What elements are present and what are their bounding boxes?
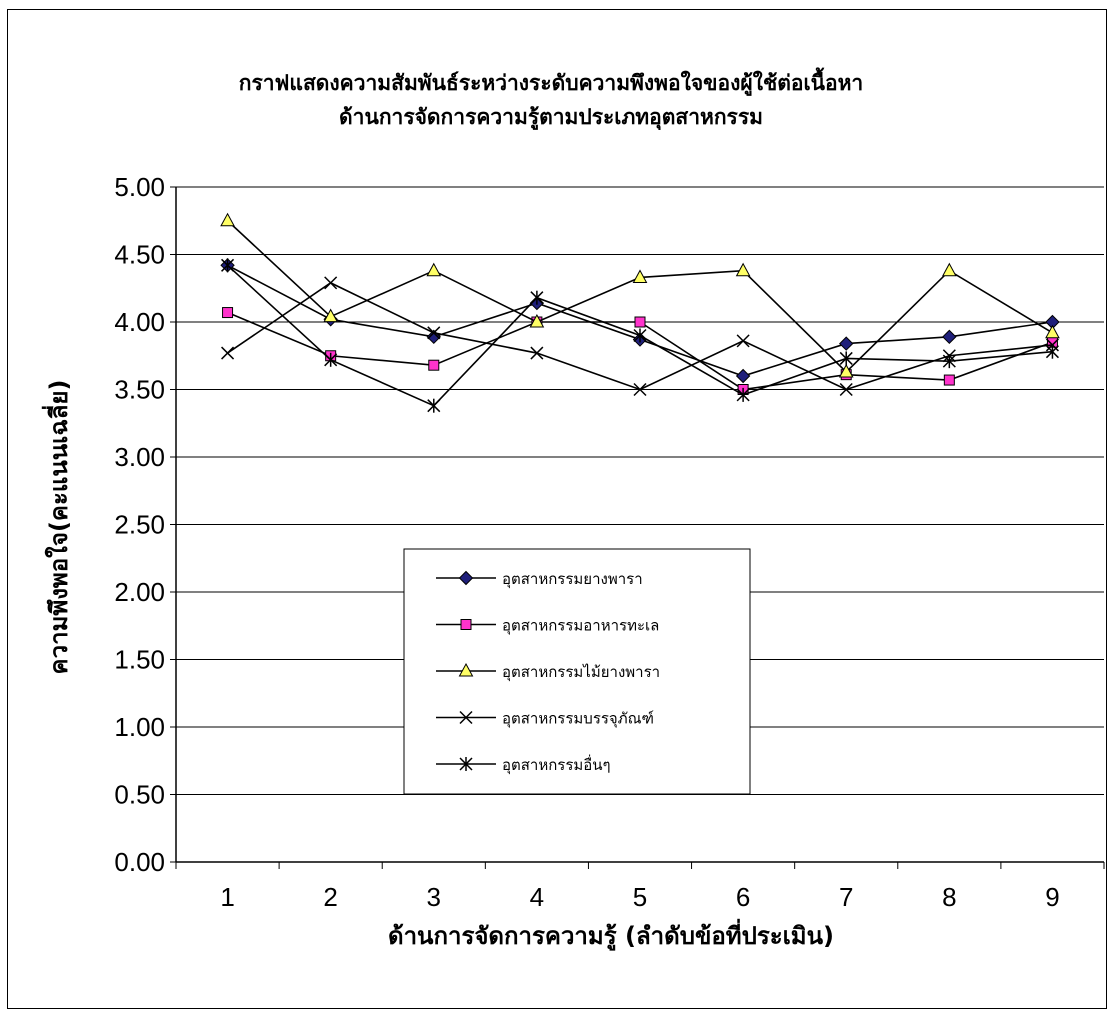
series-group	[220, 212, 1060, 413]
legend-label: อุตสาหกรรมอื่นๆ	[502, 754, 611, 775]
legend-label: อุตสาหกรรมอาหารทะเล	[502, 617, 659, 636]
y-tick-label: 2.00	[114, 577, 165, 607]
x-marker	[839, 382, 853, 397]
x-marker	[427, 326, 441, 340]
diamond-marker	[839, 336, 854, 351]
x-marker	[324, 276, 338, 290]
x-tick-label: 6	[736, 882, 750, 912]
x-marker	[530, 346, 544, 360]
triangle-marker	[426, 262, 442, 277]
square-marker	[428, 359, 440, 371]
y-tick-label: 3.50	[114, 375, 165, 405]
star-marker	[1045, 344, 1059, 359]
square-marker	[943, 374, 955, 386]
star-marker	[459, 757, 473, 771]
triangle-marker	[838, 363, 854, 378]
x-tick-label: 1	[220, 882, 234, 912]
x-tick-label: 5	[633, 882, 647, 912]
x-marker	[633, 382, 647, 397]
square-marker	[634, 316, 646, 328]
axes: 0.00 0.50 1.00 1.50 2.00 2.50 3.00 3.50 4.00 4.50…	[114, 172, 1105, 912]
legend-item: อุตสาหกรรมบรรจุภัณฑ์	[436, 710, 654, 729]
star-marker	[530, 290, 544, 305]
y-tick-label: 0.50	[114, 780, 165, 810]
x-tick-label: 8	[942, 882, 956, 912]
triangle-marker	[529, 313, 545, 328]
x-marker	[459, 710, 473, 725]
x-tick-label: 9	[1045, 882, 1059, 912]
y-axis-label: ความพึงพอใจ(คะแนนเฉลี่ย)	[41, 380, 73, 675]
legend-label: อุตสาหกรรมยางพารา	[502, 570, 643, 589]
legend: อุตสาหกรรมยางพาราอุตสาหกรรมอาหารทะเลอุตส…	[403, 548, 751, 795]
chart-frame	[7, 9, 1107, 1009]
triangle-marker	[941, 262, 957, 277]
x-axis-label: ด้านการจัดการความรู้ (ลำดับข้อที่ประเมิน…	[388, 918, 834, 951]
diamond-marker	[458, 570, 474, 586]
series	[222, 307, 1058, 395]
legend-item: อุตสาหกรรมไม้ยางพารา	[436, 662, 660, 682]
y-tick-label: 1.50	[114, 645, 165, 675]
series	[221, 276, 1059, 397]
series	[220, 212, 1060, 378]
y-tick-label: 5.00	[114, 172, 165, 202]
triangle-marker	[458, 662, 474, 677]
x-tick-label: 2	[323, 882, 337, 912]
square-marker	[222, 307, 234, 319]
x-tick-label: 3	[427, 882, 441, 912]
legend-item: อุตสาหกรรมอื่นๆ	[436, 754, 611, 775]
triangle-marker	[220, 212, 235, 227]
chart-title: กราฟแสดงความสัมพันธ์ระหว่างระดับความพึงพ…	[239, 67, 863, 97]
x-marker	[736, 334, 750, 348]
y-tick-label: 2.50	[114, 510, 165, 540]
star-marker	[942, 354, 956, 369]
triangle-marker	[735, 262, 751, 277]
star-marker	[427, 398, 441, 413]
legend-item: อุตสาหกรรมอาหารทะเล	[436, 617, 659, 636]
legend-label: อุตสาหกรรมบรรจุภัณฑ์	[502, 710, 654, 729]
x-tick-label: 4	[530, 882, 544, 912]
star-marker	[736, 387, 750, 402]
x-tick-label: 7	[839, 882, 853, 912]
series	[221, 258, 1059, 413]
gridlines	[176, 186, 1104, 795]
y-tick-label: 4.50	[114, 240, 165, 270]
chart-subtitle: ด้านการจัดการความรู้ตามประเภทอุตสาหกรรม	[339, 105, 763, 131]
y-tick-label: 0.00	[114, 847, 165, 877]
triangle-marker	[323, 308, 339, 323]
x-marker	[221, 346, 235, 360]
y-tick-label: 4.00	[114, 307, 165, 337]
star-marker	[221, 258, 235, 273]
series-line	[227, 220, 1053, 374]
legend-item: อุตสาหกรรมยางพารา	[436, 570, 643, 589]
star-marker	[633, 328, 647, 343]
star-marker	[839, 351, 853, 366]
legend-label: อุตสาหกรรมไม้ยางพารา	[502, 663, 660, 682]
diamond-marker	[942, 329, 957, 345]
triangle-marker	[1045, 324, 1060, 339]
star-marker	[324, 352, 338, 367]
y-tick-label: 3.00	[114, 442, 165, 472]
triangle-marker	[632, 269, 648, 283]
diamond-marker	[735, 368, 751, 384]
y-tick-label: 1.00	[114, 712, 165, 742]
square-marker	[460, 619, 472, 630]
